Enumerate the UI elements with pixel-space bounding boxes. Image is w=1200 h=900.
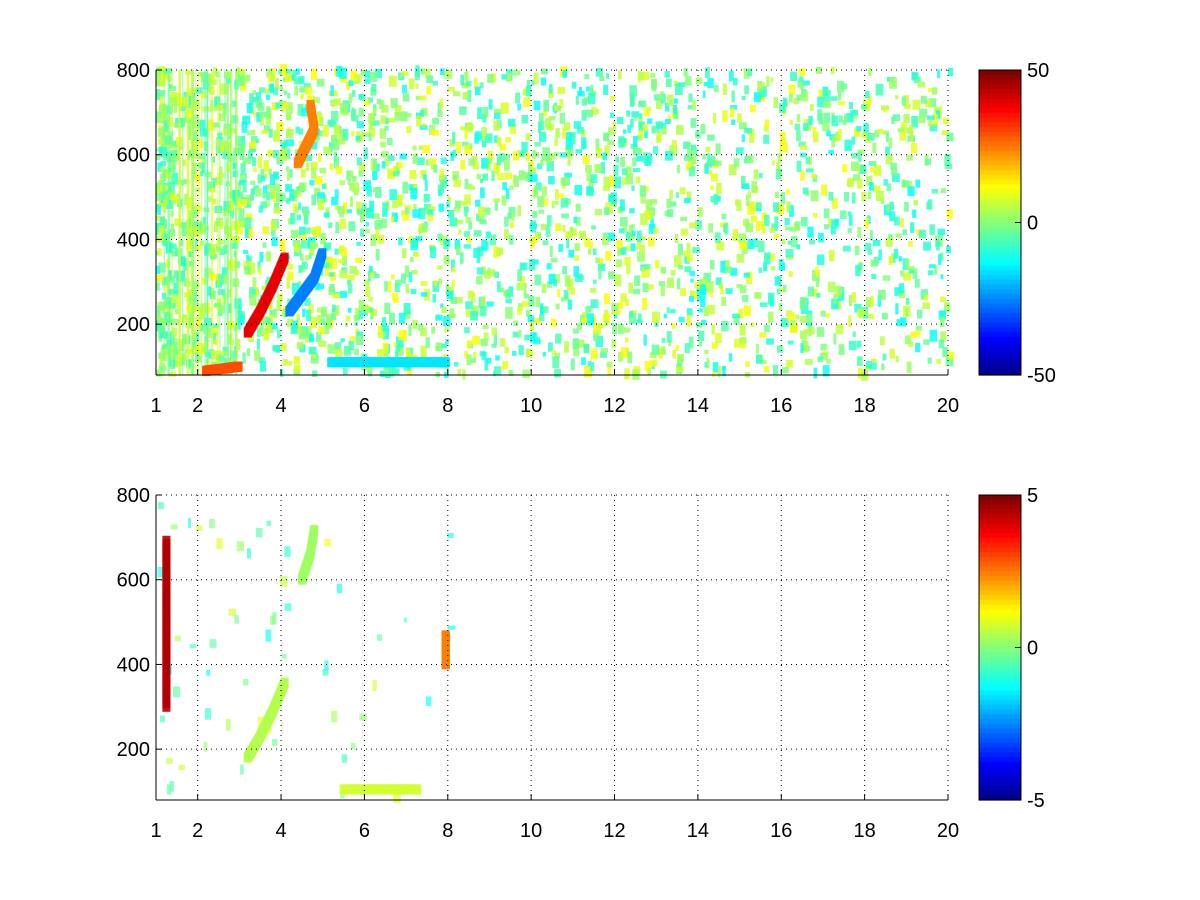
y-tick-label: 800 bbox=[117, 485, 150, 507]
x-tick-label: 2 bbox=[192, 820, 203, 842]
x-tick-label: 16 bbox=[770, 820, 792, 842]
colorbar-tick-label: 0 bbox=[1027, 213, 1038, 235]
x-tick-label: 10 bbox=[520, 395, 542, 417]
heatmap-feature-0 bbox=[243, 677, 289, 763]
colorbar-tick-label: 50 bbox=[1027, 60, 1049, 82]
heatmap-feature-4 bbox=[202, 361, 243, 376]
grid bbox=[156, 69, 949, 375]
colorbar-tick-label: 0 bbox=[1027, 638, 1038, 660]
heatmap-feature-2 bbox=[339, 784, 422, 795]
grid bbox=[156, 494, 949, 800]
heatmap-feature-0 bbox=[243, 252, 289, 338]
y-tick-label: 600 bbox=[117, 570, 150, 592]
x-tick-label: 18 bbox=[854, 820, 876, 842]
y-tick-label: 400 bbox=[117, 654, 150, 676]
x-tick-label: 20 bbox=[937, 820, 959, 842]
y-tick-label: 400 bbox=[117, 229, 150, 251]
colorbar-tick-label: -50 bbox=[1027, 365, 1056, 387]
x-tick-label: 6 bbox=[359, 820, 370, 842]
y-tick-label: 800 bbox=[117, 60, 150, 82]
heatmap-feature-3 bbox=[162, 535, 171, 712]
x-tick-label: 14 bbox=[687, 395, 709, 417]
colorbar: 50 0 -50 bbox=[978, 60, 1056, 387]
x-tick-label: 10 bbox=[520, 820, 542, 842]
colorbar: 5 0 -5 bbox=[978, 485, 1045, 812]
y-tick-label: 200 bbox=[117, 314, 150, 336]
heatmap-feature-4 bbox=[441, 630, 450, 670]
colorbar-tick-label: 5 bbox=[1027, 485, 1038, 507]
x-tick-label: 12 bbox=[603, 820, 625, 842]
x-tick-label: 12 bbox=[603, 395, 625, 417]
heatmap-feature-2 bbox=[293, 99, 319, 169]
x-tick-label: 4 bbox=[275, 395, 286, 417]
x-tick-label: 1 bbox=[150, 820, 161, 842]
x-tick-label: 4 bbox=[275, 820, 286, 842]
heatmap-cells bbox=[157, 502, 456, 804]
x-tick-label: 20 bbox=[937, 395, 959, 417]
x-tick-label: 14 bbox=[687, 820, 709, 842]
x-tick-label: 2 bbox=[192, 395, 203, 417]
x-tick-label: 1 bbox=[150, 395, 161, 417]
y-tick-label: 600 bbox=[117, 145, 150, 167]
heatmap-feature-1 bbox=[285, 248, 327, 317]
y-tick-label: 200 bbox=[117, 739, 150, 761]
x-tick-label: 8 bbox=[442, 395, 453, 417]
heatmap-feature-3 bbox=[327, 357, 451, 368]
heatmap-feature-1 bbox=[297, 524, 319, 585]
plot-area bbox=[156, 495, 948, 800]
x-tick-label: 16 bbox=[770, 395, 792, 417]
x-tick-label: 6 bbox=[359, 395, 370, 417]
x-tick-label: 18 bbox=[854, 395, 876, 417]
x-tick-label: 8 bbox=[442, 820, 453, 842]
colorbar-tick-label: -5 bbox=[1027, 790, 1045, 812]
